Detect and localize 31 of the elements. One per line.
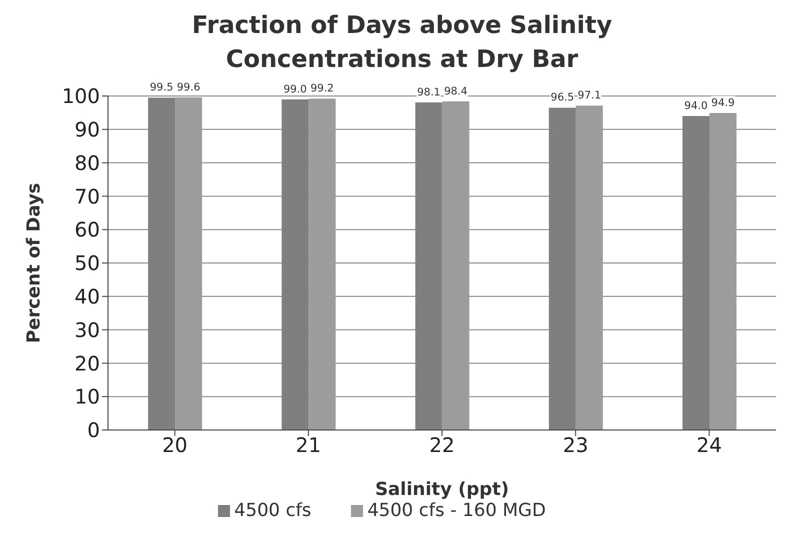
x-tick-label: 22 xyxy=(429,433,455,458)
data-label: 99.6 xyxy=(176,81,201,94)
y-tick-label: 40 xyxy=(74,284,100,308)
y-tick-label: 20 xyxy=(74,351,100,376)
data-label: 96.5 xyxy=(550,92,574,104)
y-tick-label: 0 xyxy=(87,418,100,442)
x-tick-label: 24 xyxy=(696,433,722,458)
data-label: 98.4 xyxy=(444,85,468,98)
data-label: 94.9 xyxy=(711,97,735,110)
data-label: 99.2 xyxy=(310,82,334,95)
data-label: 99.5 xyxy=(150,82,174,94)
y-tick-label: 100 xyxy=(62,84,100,108)
x-tick-label: 20 xyxy=(162,433,188,458)
data-label: 98.1 xyxy=(417,86,440,98)
y-tick-label: 70 xyxy=(74,184,100,208)
y-axis-title: Percent of Days xyxy=(23,182,44,344)
chart-title: Fraction of Days above Salinity Concentrations at Dry Bar xyxy=(190,10,614,75)
data-label: 97.1 xyxy=(578,90,602,102)
x-tick-label: 23 xyxy=(562,433,588,458)
x-tick-label: 21 xyxy=(296,433,322,458)
data-label: 99.0 xyxy=(283,83,307,96)
y-tick-label: 90 xyxy=(74,118,100,142)
legend-label: 4500 cfs xyxy=(234,500,312,521)
y-tick-label: 80 xyxy=(74,150,100,175)
x-axis-title: Salinity (ppt) xyxy=(375,479,509,500)
y-tick-label: 30 xyxy=(74,318,100,342)
y-tick-label: 10 xyxy=(74,384,100,409)
legend-label: 4500 cfs - 160 MGD xyxy=(367,500,546,521)
y-tick-label: 60 xyxy=(74,218,100,242)
data-label: 94.0 xyxy=(684,100,708,112)
y-tick-label: 50 xyxy=(74,251,100,276)
